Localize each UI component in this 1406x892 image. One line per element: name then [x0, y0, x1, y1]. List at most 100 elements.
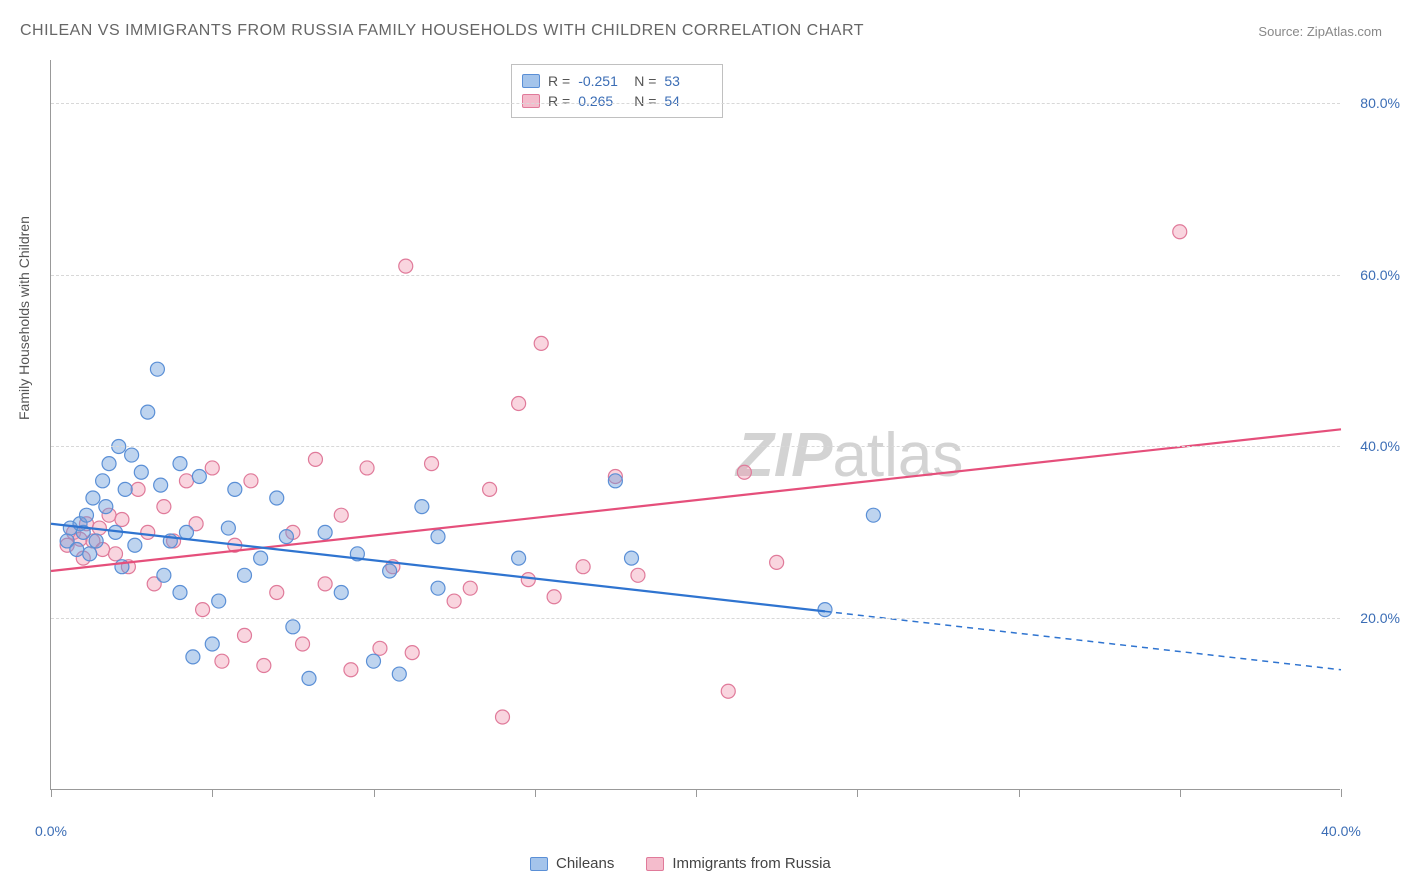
data-point: [608, 474, 622, 488]
data-point: [818, 603, 832, 617]
data-point: [205, 461, 219, 475]
gridline: [51, 446, 1340, 447]
series-legend: Chileans Immigrants from Russia: [530, 855, 831, 872]
data-point: [238, 568, 252, 582]
legend-label-blue: Chileans: [556, 855, 614, 872]
data-point: [318, 525, 332, 539]
data-point: [179, 525, 193, 539]
legend-item-pink: Immigrants from Russia: [646, 855, 830, 872]
x-tick: [857, 789, 858, 797]
data-point: [367, 654, 381, 668]
data-point: [118, 482, 132, 496]
data-point: [737, 465, 751, 479]
data-point: [157, 568, 171, 582]
data-point: [215, 654, 229, 668]
data-point: [431, 581, 445, 595]
plot-svg: [51, 60, 1340, 789]
data-point: [463, 581, 477, 595]
gridline: [51, 618, 1340, 619]
data-point: [425, 457, 439, 471]
data-point: [296, 637, 310, 651]
data-point: [576, 560, 590, 574]
data-point: [134, 465, 148, 479]
data-point: [279, 530, 293, 544]
data-point: [83, 547, 97, 561]
x-tick: [535, 789, 536, 797]
data-point: [770, 555, 784, 569]
data-point: [334, 585, 348, 599]
data-point: [447, 594, 461, 608]
data-point: [399, 259, 413, 273]
data-point: [392, 667, 406, 681]
data-point: [179, 474, 193, 488]
y-tick-label: 20.0%: [1360, 610, 1400, 626]
data-point: [286, 620, 300, 634]
data-point: [547, 590, 561, 604]
source-label: Source:: [1258, 24, 1303, 39]
data-point: [70, 543, 84, 557]
data-point: [496, 710, 510, 724]
data-point: [86, 491, 100, 505]
data-point: [157, 500, 171, 514]
y-tick-label: 80.0%: [1360, 95, 1400, 111]
x-tick: [51, 789, 52, 797]
gridline: [51, 275, 1340, 276]
data-point: [483, 482, 497, 496]
regression-line: [51, 429, 1341, 571]
x-tick-label: 40.0%: [1321, 823, 1361, 839]
data-point: [721, 684, 735, 698]
data-point: [270, 491, 284, 505]
swatch-pink-icon: [646, 857, 664, 871]
chart-title: CHILEAN VS IMMIGRANTS FROM RUSSIA FAMILY…: [20, 22, 864, 40]
data-point: [512, 551, 526, 565]
data-point: [141, 405, 155, 419]
data-point: [79, 508, 93, 522]
regression-line-dashed: [825, 611, 1341, 669]
data-point: [257, 658, 271, 672]
data-point: [89, 534, 103, 548]
source-attribution: Source: ZipAtlas.com: [1258, 24, 1382, 39]
data-point: [866, 508, 880, 522]
x-tick: [1019, 789, 1020, 797]
data-point: [154, 478, 168, 492]
x-tick: [1341, 789, 1342, 797]
data-point: [196, 603, 210, 617]
data-point: [186, 650, 200, 664]
data-point: [512, 397, 526, 411]
data-point: [192, 470, 206, 484]
data-point: [308, 452, 322, 466]
data-point: [221, 521, 235, 535]
y-tick-label: 40.0%: [1360, 438, 1400, 454]
y-tick-label: 60.0%: [1360, 267, 1400, 283]
data-point: [125, 448, 139, 462]
data-point: [625, 551, 639, 565]
data-point: [173, 585, 187, 599]
x-tick: [212, 789, 213, 797]
gridline: [51, 103, 1340, 104]
data-point: [244, 474, 258, 488]
swatch-blue-icon: [530, 857, 548, 871]
x-tick: [374, 789, 375, 797]
x-tick-label: 0.0%: [35, 823, 67, 839]
data-point: [254, 551, 268, 565]
data-point: [115, 512, 129, 526]
data-point: [405, 646, 419, 660]
data-point: [415, 500, 429, 514]
plot-area: R = -0.251 N = 53 R = 0.265 N = 54 ZIPat…: [50, 60, 1340, 790]
data-point: [102, 457, 116, 471]
data-point: [131, 482, 145, 496]
x-tick: [696, 789, 697, 797]
data-point: [205, 637, 219, 651]
x-tick: [1180, 789, 1181, 797]
data-point: [318, 577, 332, 591]
data-point: [128, 538, 142, 552]
data-point: [270, 585, 284, 599]
data-point: [383, 564, 397, 578]
data-point: [1173, 225, 1187, 239]
data-point: [631, 568, 645, 582]
data-point: [360, 461, 374, 475]
data-point: [173, 457, 187, 471]
data-point: [212, 594, 226, 608]
data-point: [373, 641, 387, 655]
data-point: [431, 530, 445, 544]
